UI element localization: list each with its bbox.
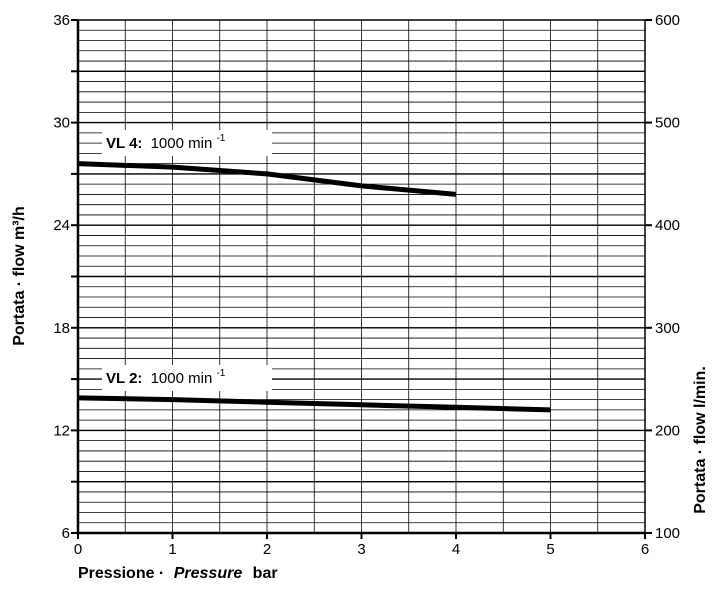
y-axis-title-left: Portata · flow m³/h	[11, 206, 28, 346]
series-line-vl4	[77, 161, 457, 197]
x-axis-title-part2: Pressure	[174, 565, 243, 582]
y-tick-label-left: 36	[53, 12, 70, 29]
series-label-vl2: VL 2: 1000 min -1	[106, 368, 226, 387]
series-label-vl4: VL 4: 1000 min -1	[106, 133, 226, 152]
series-label-vl4-bold: VL 4:	[106, 135, 142, 152]
x-tick-label: 6	[641, 541, 649, 558]
x-tick-label: 2	[263, 541, 271, 558]
x-axis-title-part1: Pressione ·	[78, 565, 164, 582]
series-label-vl4-rest: 1000 min	[151, 135, 213, 152]
y-tick-label-right: 200	[655, 422, 680, 439]
y-tick-label-right: 400	[655, 217, 680, 234]
y-tick-label-left: 6	[62, 525, 70, 542]
series-label-vl2-bold: VL 2:	[106, 370, 142, 387]
series-label-vl2-rest: 1000 min	[151, 370, 213, 387]
y-tick-label-right: 300	[655, 320, 680, 337]
y-tick-label-right: 100	[655, 525, 680, 542]
y-tick-label-left: 24	[53, 217, 70, 234]
series-lines	[77, 161, 551, 413]
x-tick-label: 4	[452, 541, 460, 558]
series-label-box-vl4	[102, 130, 272, 156]
y-tick-label-left: 18	[53, 320, 70, 337]
y-tick-label-right: 500	[655, 115, 680, 132]
series-label-boxes	[102, 130, 272, 391]
x-axis-title-part3: bar	[253, 565, 278, 582]
series-line-vl2	[77, 395, 551, 413]
series-label-vl4-sup: -1	[216, 133, 225, 144]
y-axis-title-right: Portata · flow l/min.	[692, 366, 709, 514]
grid-major	[78, 70, 645, 483]
tick-marks	[71, 19, 652, 539]
y-tick-label-right: 600	[655, 12, 680, 29]
y-tick-label-left: 30	[53, 115, 70, 132]
x-tick-label: 1	[168, 541, 176, 558]
x-tick-label: 0	[74, 541, 82, 558]
x-tick-label: 5	[546, 541, 554, 558]
series-label-vl2-sup: -1	[216, 368, 225, 379]
x-tick-label: 3	[357, 541, 365, 558]
series-label-box-vl2	[102, 365, 272, 391]
y-tick-label-left: 12	[53, 422, 70, 439]
x-axis-title: Pressione · Pressure bar	[78, 565, 278, 582]
